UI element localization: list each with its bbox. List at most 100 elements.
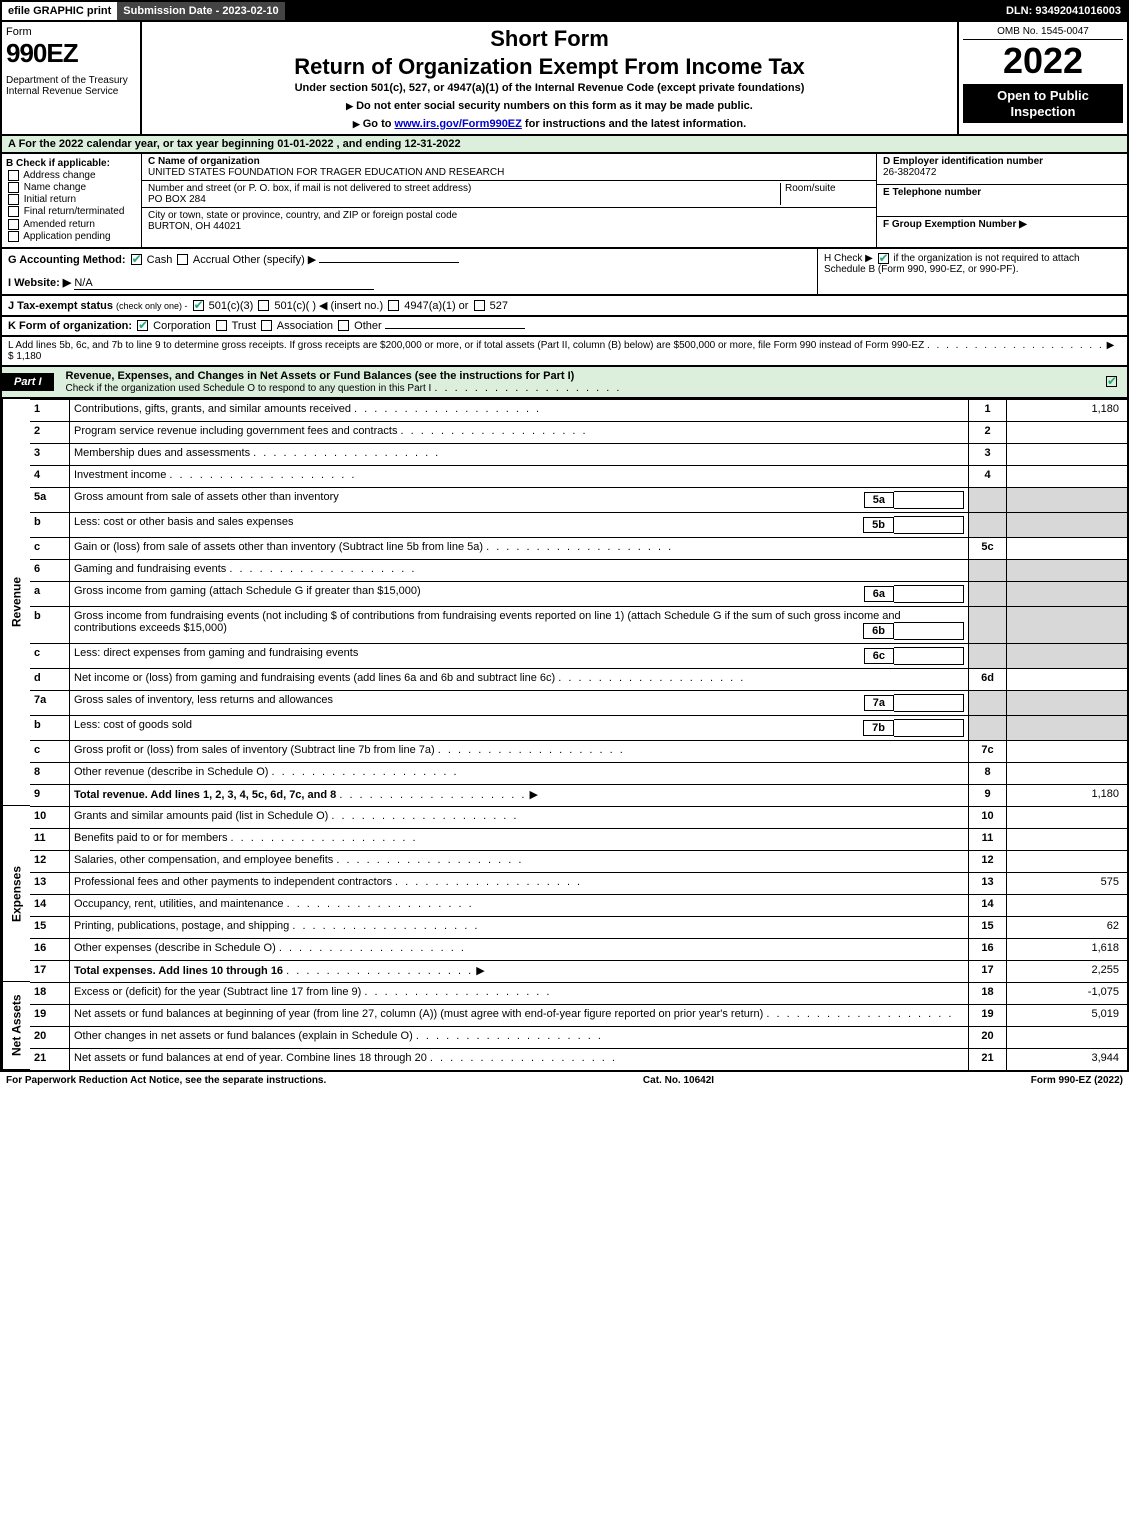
footer-right: Form 990-EZ (2022) (1031, 1075, 1123, 1086)
check-association[interactable] (261, 320, 272, 331)
room-suite-label: Room/suite (780, 183, 870, 205)
check-h-schedule-b[interactable] (878, 253, 889, 264)
line-12-desc: Salaries, other compensation, and employ… (70, 850, 969, 872)
check-501c[interactable] (258, 300, 269, 311)
line-21-desc: Net assets or fund balances at end of ye… (70, 1048, 969, 1070)
row-gh: G Accounting Method: Cash Accrual Other … (0, 249, 1129, 296)
check-accrual[interactable] (177, 254, 188, 265)
line-1-desc: Contributions, gifts, grants, and simila… (70, 399, 969, 421)
opt-association: Association (277, 320, 333, 332)
tax-exempt-label: J Tax-exempt status (8, 300, 113, 312)
subtitle-3-pre: Go to (363, 118, 395, 130)
dept-line-1: Department of the Treasury (6, 75, 136, 86)
dots-icon (927, 340, 1104, 351)
website-value: N/A (74, 277, 374, 290)
org-form-label: K Form of organization: (8, 320, 132, 332)
row-j-tax-exempt: J Tax-exempt status (check only one) - 5… (0, 296, 1129, 317)
box-def: D Employer identification number 26-3820… (877, 154, 1127, 247)
group-exemption-label: F Group Exemption Number ▶ (883, 219, 1121, 230)
city-value: BURTON, OH 44021 (148, 221, 870, 232)
subtitle-2: Do not enter social security numbers on … (356, 100, 753, 112)
dln: DLN: 93492041016003 (1000, 2, 1127, 20)
check-other-org[interactable] (338, 320, 349, 331)
top-bar: efile GRAPHIC print Submission Date - 20… (0, 0, 1129, 22)
check-501c3[interactable] (193, 300, 204, 311)
opt-other: Other (specify) ▶ (233, 254, 317, 266)
other-org-line[interactable] (385, 328, 525, 329)
part-i-tab: Part I (2, 373, 54, 391)
line-8-desc: Other revenue (describe in Schedule O) (70, 762, 969, 784)
check-amended-return[interactable]: Amended return (6, 219, 137, 230)
other-specify-line[interactable] (319, 262, 459, 263)
box-b-label: B Check if applicable: (6, 158, 137, 169)
org-name-label: C Name of organization (148, 156, 870, 167)
line-3-desc: Membership dues and assessments (70, 443, 969, 465)
box-b-checks: B Check if applicable: Address change Na… (2, 154, 142, 247)
header-right: OMB No. 1545-0047 2022 Open to Public In… (957, 22, 1127, 134)
line-c-desc: Gain or (loss) from sale of assets other… (70, 537, 969, 559)
line-5a-desc: Gross amount from sale of assets other t… (70, 487, 969, 512)
arrow-icon (353, 118, 363, 130)
check-trust[interactable] (216, 320, 227, 331)
opt-trust: Trust (232, 320, 257, 332)
omb-number: OMB No. 1545-0047 (963, 26, 1123, 40)
city-label: City or town, state or province, country… (148, 210, 870, 221)
section-side-net-assets: Net Assets (2, 982, 30, 1070)
line-13-desc: Professional fees and other payments to … (70, 872, 969, 894)
main-title: Return of Organization Exempt From Incom… (148, 54, 951, 80)
check-corporation[interactable] (137, 320, 148, 331)
submission-date: Submission Date - 2023-02-10 (117, 2, 284, 20)
line-19-desc: Net assets or fund balances at beginning… (70, 1004, 969, 1026)
check-final-return[interactable]: Final return/terminated (6, 206, 137, 217)
line-b-desc: Gross income from fundraising events (no… (70, 606, 969, 643)
line-2-desc: Program service revenue including govern… (70, 421, 969, 443)
line-9-desc: Total revenue. Add lines 1, 2, 3, 4, 5c,… (70, 784, 969, 806)
check-527[interactable] (474, 300, 485, 311)
check-initial-return[interactable]: Initial return (6, 194, 137, 205)
efile-print[interactable]: efile GRAPHIC print (2, 2, 117, 20)
irs-link[interactable]: www.irs.gov/Form990EZ (395, 118, 522, 130)
header-center: Short Form Return of Organization Exempt… (142, 22, 957, 134)
check-schedule-o-used[interactable] (1106, 376, 1117, 387)
line-18-desc: Excess or (deficit) for the year (Subtra… (70, 982, 969, 1004)
subtitle-1: Under section 501(c), 527, or 4947(a)(1)… (148, 82, 951, 94)
section-side-expenses: Expenses (2, 806, 30, 982)
opt-corporation: Corporation (153, 320, 210, 332)
check-address-change[interactable]: Address change (6, 170, 137, 181)
tax-year: 2022 (963, 40, 1123, 82)
dots-icon (434, 382, 621, 394)
check-4947[interactable] (388, 300, 399, 311)
website-label: I Website: ▶ (8, 277, 71, 289)
line-10-desc: Grants and similar amounts paid (list in… (70, 806, 969, 828)
opt-501c: 501(c)( ) ◀ (insert no.) (274, 300, 383, 312)
footer-cat-no: Cat. No. 10642I (643, 1075, 714, 1086)
line-c-desc: Less: direct expenses from gaming and fu… (70, 643, 969, 668)
org-name: UNITED STATES FOUNDATION FOR TRAGER EDUC… (148, 167, 870, 178)
line-20-desc: Other changes in net assets or fund bala… (70, 1026, 969, 1048)
check-cash[interactable] (131, 254, 142, 265)
phone-label: E Telephone number (883, 187, 1121, 198)
row-l-text: L Add lines 5b, 6c, and 7b to line 9 to … (8, 340, 924, 351)
section-side-revenue: Revenue (2, 399, 30, 806)
opt-527: 527 (490, 300, 508, 312)
check-name-change[interactable]: Name change (6, 182, 137, 193)
arrow-icon: ▶ (1107, 340, 1115, 351)
accounting-method-label: G Accounting Method: (8, 254, 126, 266)
page-footer: For Paperwork Reduction Act Notice, see … (0, 1072, 1129, 1089)
form-header: Form 990EZ Department of the Treasury In… (0, 22, 1129, 136)
opt-501c3: 501(c)(3) (209, 300, 254, 312)
row-a-tax-year: A For the 2022 calendar year, or tax yea… (0, 136, 1129, 154)
line-6-desc: Gaming and fundraising events (70, 559, 969, 581)
short-form-title: Short Form (148, 26, 951, 52)
line-d-desc: Net income or (loss) from gaming and fun… (70, 668, 969, 690)
topbar-spacer (285, 2, 1000, 20)
line-a-desc: Gross income from gaming (attach Schedul… (70, 581, 969, 606)
ein-value: 26-3820472 (883, 167, 1121, 178)
opt-cash: Cash (147, 254, 173, 266)
line-4-desc: Investment income (70, 465, 969, 487)
check-application-pending[interactable]: Application pending (6, 231, 137, 242)
line-14-desc: Occupancy, rent, utilities, and maintena… (70, 894, 969, 916)
opt-accrual: Accrual (193, 254, 230, 266)
line-15-desc: Printing, publications, postage, and shi… (70, 916, 969, 938)
opt-other-org: Other (354, 320, 382, 332)
